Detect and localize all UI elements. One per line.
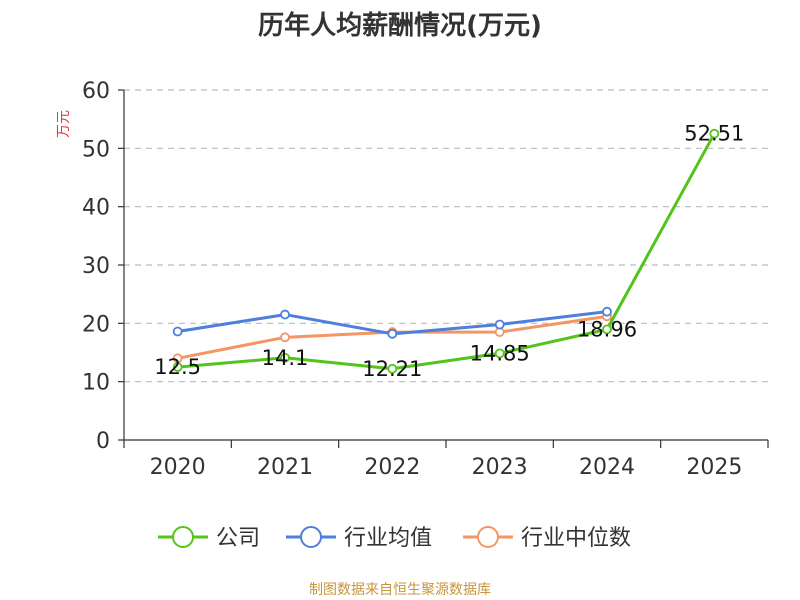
x-tick-label: 2022: [364, 455, 420, 480]
data-point: [494, 319, 505, 330]
series-line: [177, 132, 716, 371]
legend-label: 行业中位数: [521, 526, 631, 551]
grid: [124, 89, 768, 383]
axes: 0 10 20 30 40 50 60 2020 2021 2022 2023 2024 2025: [82, 79, 769, 480]
x-tick-label: 2025: [686, 455, 742, 480]
data-point: [280, 309, 290, 320]
data-point: [172, 362, 183, 372]
data-label: 14.85: [470, 341, 530, 365]
chart-title: 历年人均薪酬情况(万元): [258, 10, 542, 41]
y-tick-label: 50: [82, 137, 110, 162]
series: [172, 128, 720, 374]
x-tick-label: 2023: [472, 455, 528, 480]
legend-label: 公司: [216, 526, 260, 551]
legend-marker: [300, 526, 322, 548]
data-point: [280, 352, 290, 363]
legend-item: 公司: [158, 526, 260, 551]
data-point: [494, 348, 505, 359]
y-axis-unit-label: 万元: [56, 110, 72, 138]
legend-marker: [172, 526, 194, 548]
x-tick-label: 2021: [257, 455, 313, 480]
legend: 公司 行业均值 行业中位数: [158, 526, 631, 551]
data-point: [387, 328, 398, 339]
y-tick-label: 30: [82, 254, 110, 279]
data-point: [387, 363, 398, 374]
data-label: 18.96: [577, 317, 637, 341]
y-tick-label: 10: [82, 371, 110, 396]
x-tick-label: 2024: [579, 455, 635, 480]
data-point: [602, 324, 612, 335]
y-tick-label: 40: [82, 196, 110, 221]
y-tick-label: 60: [82, 79, 110, 104]
legend-marker: [477, 526, 499, 548]
x-tick-label: 2020: [150, 455, 206, 480]
data-point: [280, 332, 290, 343]
y-tick-label: 0: [96, 429, 110, 454]
data-label: 52.51: [684, 122, 744, 146]
legend-item: 行业中位数: [463, 526, 631, 551]
y-tick-label: 20: [82, 312, 110, 337]
data-point: [709, 128, 720, 139]
source-note: 制图数据来自恒生聚源数据库: [309, 582, 491, 598]
legend-label: 行业均值: [344, 526, 432, 551]
data-label: 12.5: [154, 355, 201, 379]
legend-item: 行业均值: [286, 526, 432, 551]
data-point: [602, 306, 612, 317]
data-label: 12.21: [362, 357, 422, 381]
data-labels: 12.5 14.1 12.21 14.85 18.96 52.51: [154, 122, 744, 381]
data-label: 14.1: [262, 346, 309, 370]
data-point: [172, 326, 183, 337]
